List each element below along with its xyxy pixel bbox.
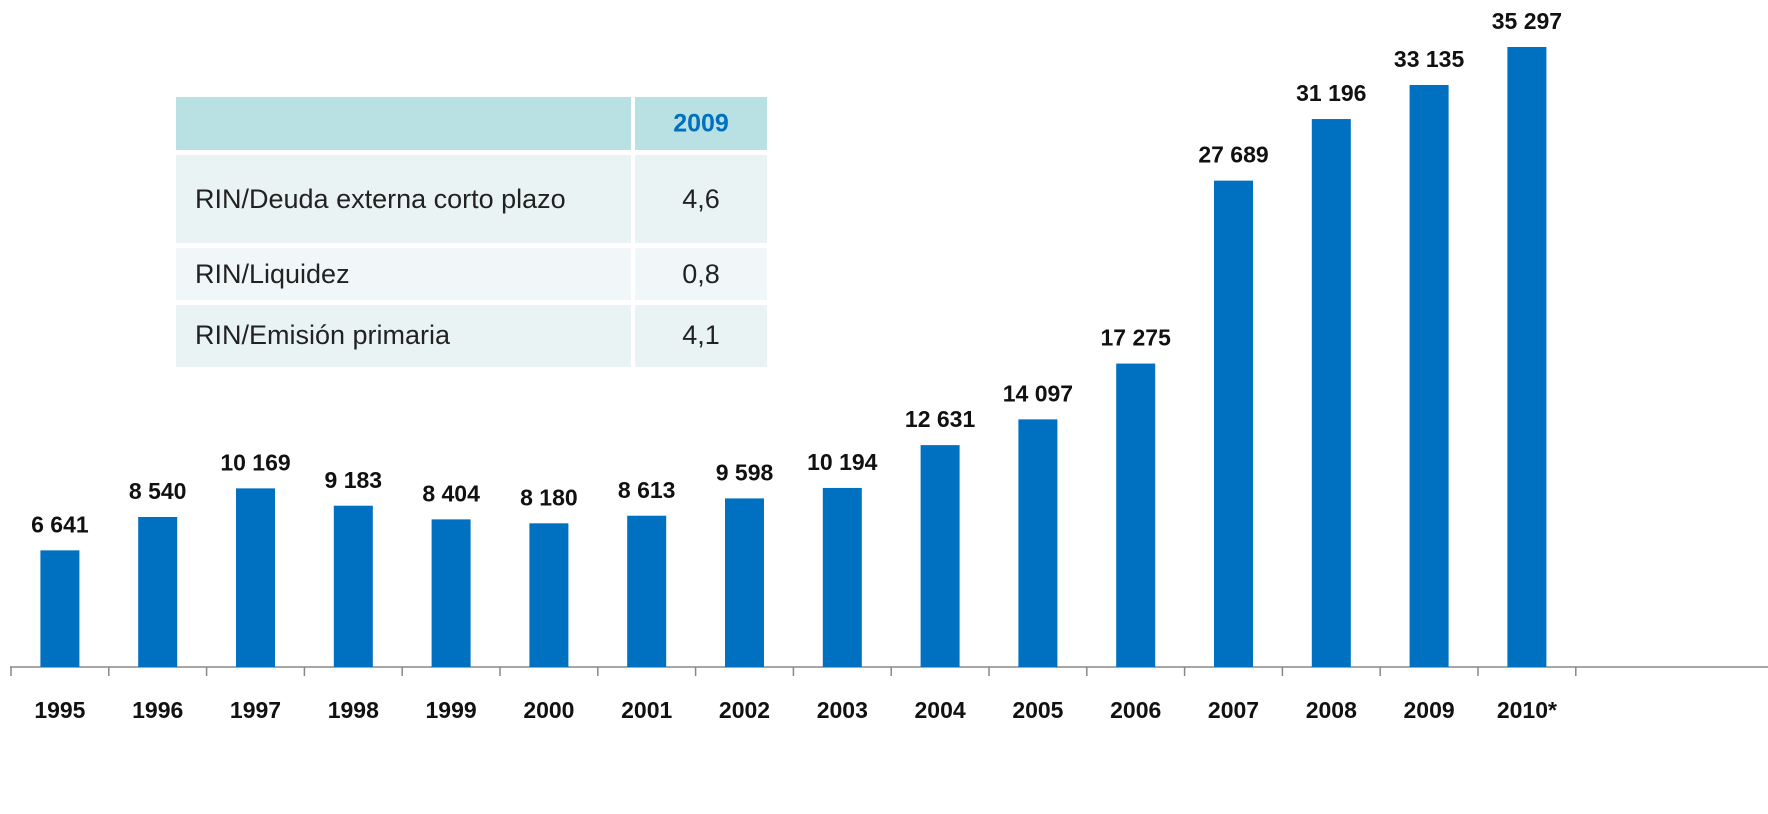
- data-label: 8 540: [129, 478, 187, 504]
- row-label: RIN/Deuda externa corto plazo: [195, 184, 566, 214]
- x-tick-label: 2003: [817, 697, 868, 723]
- bar: [431, 519, 471, 667]
- x-tick-label: 2008: [1306, 697, 1357, 723]
- table-cell: [635, 305, 767, 367]
- bar: [822, 487, 862, 667]
- bar: [529, 523, 569, 667]
- data-label: 17 275: [1101, 325, 1172, 351]
- table-cell: [635, 248, 767, 300]
- bar: [138, 516, 178, 667]
- bar: [236, 488, 275, 667]
- bar: [40, 550, 80, 667]
- x-tick-label: 2004: [915, 697, 966, 723]
- row-value: 4,1: [682, 320, 720, 350]
- data-label: 10 194: [807, 449, 878, 475]
- x-tick-label: 1998: [328, 697, 379, 723]
- data-label: 31 196: [1296, 80, 1366, 106]
- bar: [333, 505, 373, 667]
- row-label: RIN/Emisión primaria: [195, 320, 451, 350]
- table-cell: [176, 248, 631, 300]
- x-tick-label: 1995: [34, 697, 85, 723]
- data-label: 14 097: [1003, 380, 1073, 406]
- data-label: 35 297: [1492, 8, 1562, 34]
- table-header-cell: [635, 97, 767, 150]
- x-tick-label: 2000: [523, 697, 574, 723]
- x-tick-label: 2009: [1404, 697, 1455, 723]
- bar: [1409, 84, 1449, 668]
- data-label: 6 641: [31, 511, 89, 537]
- x-tick-label: 2005: [1012, 697, 1063, 723]
- x-tick-label: 1996: [132, 697, 183, 723]
- data-label: 12 631: [905, 406, 976, 432]
- bar: [920, 445, 960, 667]
- x-tick-label: 1997: [230, 697, 281, 723]
- data-label: 9 183: [325, 467, 383, 493]
- row-value: 0,8: [682, 259, 720, 289]
- bar: [1507, 47, 1547, 667]
- data-label: 8 613: [618, 477, 676, 503]
- bar: [1214, 180, 1253, 667]
- x-tick-label: 2007: [1208, 697, 1259, 723]
- x-tick-label: 2002: [719, 697, 770, 723]
- bar: [627, 515, 667, 667]
- data-label: 10 169: [220, 449, 290, 475]
- data-label: 9 598: [716, 459, 774, 485]
- table-cell: [176, 155, 631, 243]
- table-header-cell: [176, 97, 631, 150]
- table-cell: [635, 155, 767, 243]
- row-label: RIN/Liquidez: [195, 259, 350, 289]
- bar: [1116, 363, 1156, 667]
- bar: [1018, 419, 1058, 667]
- data-label: 33 135: [1394, 46, 1465, 72]
- table-header: 2009: [673, 110, 729, 138]
- data-label: 8 404: [422, 480, 480, 506]
- data-label: 8 180: [520, 484, 578, 510]
- x-tick-label: 2010*: [1497, 697, 1557, 723]
- table-cell: [176, 305, 631, 367]
- x-tick-label: 2001: [621, 697, 672, 723]
- x-tick-label: 1999: [426, 697, 477, 723]
- row-value: 4,6: [682, 184, 720, 214]
- ratio-table: 2009 RIN/Deuda externa corto plazo 4,6 R…: [176, 97, 767, 367]
- x-tick-label: 2006: [1110, 697, 1161, 723]
- data-label: 27 689: [1198, 142, 1268, 168]
- bar: [1311, 119, 1351, 667]
- bar: [725, 498, 764, 667]
